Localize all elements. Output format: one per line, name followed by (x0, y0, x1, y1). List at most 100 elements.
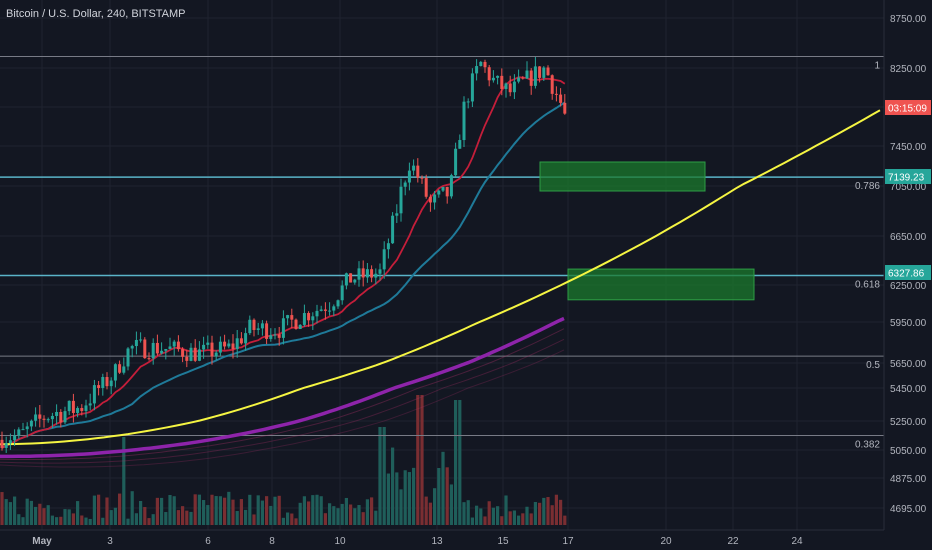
volume-bar (525, 506, 529, 525)
volume-bar (185, 510, 189, 525)
chart-title: Bitcoin / U.S. Dollar, 240, BITSTAMP (6, 8, 186, 20)
candle-body (340, 285, 344, 301)
volume-bar (214, 496, 218, 525)
candle-body (185, 356, 189, 361)
candle-body (256, 328, 260, 330)
candle-body (143, 339, 147, 359)
candle-body (80, 408, 84, 411)
y-tick-label: 6650.00 (890, 232, 927, 243)
candle-body (428, 196, 432, 203)
candle-body (361, 268, 365, 278)
candle-body (290, 315, 294, 320)
fib-level-label: 0.618 (855, 279, 880, 290)
volume-bar (374, 510, 378, 525)
candle-body (462, 101, 466, 141)
volume-bar (386, 473, 390, 525)
candle-body (244, 333, 248, 344)
volume-bar (113, 507, 117, 525)
candle-body (508, 83, 512, 93)
volume-bar (202, 500, 206, 525)
volume-bar (29, 500, 33, 525)
candle-body (0, 439, 4, 448)
candle-body (328, 310, 332, 312)
candle-body (281, 318, 285, 338)
volume-bar (315, 494, 319, 525)
candle-body (454, 148, 458, 176)
candle-body (4, 443, 8, 448)
x-tick-label: 13 (431, 536, 443, 547)
candle-body (118, 364, 122, 373)
volume-bar (391, 447, 395, 525)
volume-bar (336, 508, 340, 525)
candle-body (92, 385, 96, 404)
candle-body (470, 73, 474, 102)
volume-bar (517, 515, 521, 525)
volume-bar (164, 512, 168, 525)
candle-body (311, 316, 315, 321)
volume-bar (269, 505, 273, 525)
volume-bar (21, 517, 25, 525)
y-tick-label: 4695.00 (890, 504, 927, 515)
candle-body (538, 66, 542, 78)
candle-body (378, 269, 382, 274)
volume-bar (252, 514, 256, 525)
volume-bar (470, 517, 474, 525)
ma-band (0, 338, 565, 464)
volume-bar (34, 506, 38, 525)
volume-bar (193, 494, 197, 525)
volume-bar (554, 494, 558, 525)
volume-bar (46, 505, 50, 525)
volume-bar (521, 513, 525, 525)
candle-body (517, 77, 521, 82)
fib-level-label: 0.382 (855, 440, 880, 451)
volume-bar (67, 509, 71, 525)
volume-bar (512, 510, 516, 525)
volume-bar (17, 514, 21, 525)
y-tick-label: 8250.00 (890, 64, 927, 75)
candle-body (546, 67, 550, 76)
candle-body (8, 440, 12, 444)
candle-body (353, 279, 357, 283)
ma-band (0, 349, 565, 468)
candle-body (269, 335, 273, 339)
fib-level-label: 1 (874, 61, 880, 72)
candle-body (210, 342, 214, 357)
volume-bar (365, 499, 369, 525)
candle-body (349, 273, 353, 283)
candle-body (134, 339, 138, 347)
candle-body (437, 190, 441, 195)
volume-bar (101, 517, 105, 525)
candle-body (265, 323, 269, 339)
candle-body (231, 343, 235, 350)
candle-body (433, 194, 437, 203)
ma-fast (1, 76, 566, 449)
candle-body (71, 400, 75, 413)
candle-body (521, 77, 525, 79)
candle-body (554, 93, 558, 95)
volume-bar (151, 514, 155, 525)
volume-bar (244, 509, 248, 525)
y-tick-label: 5050.00 (890, 446, 927, 457)
volume-bar (496, 506, 500, 525)
volume-bar (235, 511, 239, 525)
candle-body (42, 418, 46, 420)
candle-body (529, 70, 533, 86)
candle-body (13, 435, 17, 441)
volume-bar (504, 495, 508, 525)
candle-body (113, 364, 117, 381)
volume-bar (260, 500, 264, 525)
candle-body (286, 315, 290, 319)
volume-bar (487, 501, 491, 525)
volume-bar (181, 506, 185, 525)
volume-bar (160, 497, 164, 525)
volume-bar (38, 503, 42, 525)
candle-body (466, 101, 470, 103)
volume-bar (273, 496, 277, 525)
volume-bar (130, 491, 134, 525)
volume-bar (353, 508, 357, 525)
candle-body (122, 366, 126, 373)
candle-body (399, 186, 403, 214)
candle-body (525, 70, 529, 79)
candle-body (424, 178, 428, 197)
